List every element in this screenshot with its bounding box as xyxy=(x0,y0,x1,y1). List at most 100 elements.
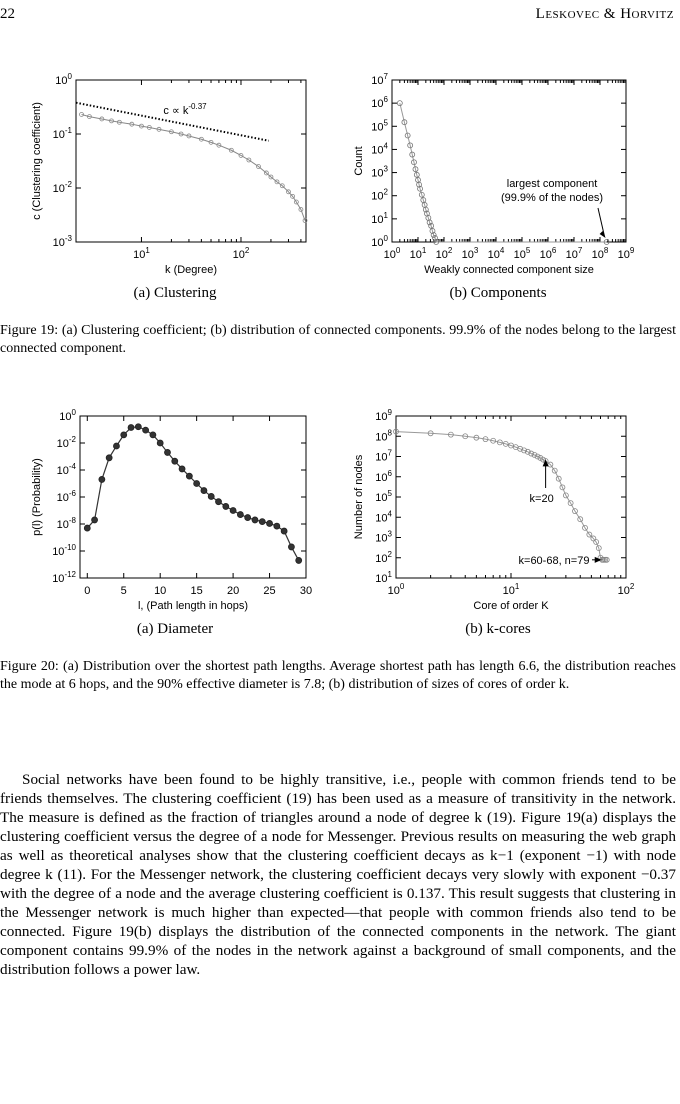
data-point xyxy=(208,139,214,145)
y-tick-label: 10-2 xyxy=(57,435,77,450)
x-tick-label: 10 xyxy=(154,585,166,597)
data-point xyxy=(207,493,215,500)
data-point xyxy=(590,535,597,542)
data-point xyxy=(482,436,489,443)
data-point xyxy=(164,449,171,456)
series-line xyxy=(399,103,607,243)
figure20-caption: Figure 20: (a) Distribution over the sho… xyxy=(0,659,676,692)
data-point xyxy=(429,228,436,234)
data-point xyxy=(129,121,135,127)
data-point xyxy=(236,511,244,518)
data-point xyxy=(139,123,144,129)
data-point xyxy=(412,166,419,173)
data-point xyxy=(258,518,266,526)
data-point xyxy=(302,218,308,223)
data-point xyxy=(447,431,454,438)
x-tick-label: 5 xyxy=(121,585,127,597)
x-tick-label: 108 xyxy=(592,246,609,261)
y-axis-label: c (Clustering coefficient) xyxy=(31,102,43,220)
data-point xyxy=(551,467,558,474)
data-point xyxy=(559,484,566,491)
figure19b-subcaption: (b) Components xyxy=(449,285,547,301)
data-point xyxy=(430,232,437,238)
data-point xyxy=(149,431,157,439)
data-point xyxy=(280,527,288,535)
data-point xyxy=(562,492,569,499)
data-point xyxy=(215,498,222,506)
data-point xyxy=(142,426,150,434)
x-tick-label: 102 xyxy=(233,246,250,261)
data-point xyxy=(567,500,574,506)
data-point xyxy=(98,476,106,483)
data-point xyxy=(547,461,554,468)
y-tick-label: 100 xyxy=(371,234,388,249)
plot-frame xyxy=(75,79,307,243)
data-point xyxy=(396,100,403,107)
data-point xyxy=(273,522,281,530)
body-text: Social networks have been found to be hi… xyxy=(0,771,676,978)
data-point xyxy=(87,114,92,120)
y-tick-label: 10-4 xyxy=(57,462,77,477)
x-axis-label: k (Degree) xyxy=(165,264,217,276)
x-axis-label: Weakly connected component size xyxy=(424,264,594,276)
x-tick-label: 101 xyxy=(410,246,427,261)
y-tick-label: 104 xyxy=(375,509,392,524)
x-tick-label: 102 xyxy=(618,582,635,597)
y-tick-label: 106 xyxy=(371,95,388,110)
data-point xyxy=(116,119,122,125)
data-point xyxy=(288,543,295,551)
data-point xyxy=(555,475,562,482)
clustering-chart: 101 102 10-3 10-2 10-1 100 k (Degree) c (Cluste… xyxy=(31,72,308,276)
data-point xyxy=(238,153,244,158)
data-point xyxy=(216,142,222,148)
data-point xyxy=(286,189,291,195)
y-axis-label: p(l) (Probability) xyxy=(31,458,43,536)
data-point xyxy=(577,516,584,523)
data-point xyxy=(256,164,261,169)
y-tick-label: 106 xyxy=(375,469,392,484)
y-tick-label: 105 xyxy=(371,118,388,133)
data-point xyxy=(156,439,164,447)
diameter-chart: 0 5 10 15 20 25 30 10-12 10-10 10-8 10-6 10-4 10-2 10… xyxy=(31,408,312,612)
data-point xyxy=(432,235,438,241)
y-tick-label: 103 xyxy=(371,165,388,180)
data-point xyxy=(99,116,105,122)
x-tick-label: 30 xyxy=(300,585,312,597)
data-point xyxy=(407,142,414,149)
data-point xyxy=(426,219,433,226)
data-point xyxy=(603,556,610,563)
x-tick-label: 107 xyxy=(566,246,583,261)
x-tick-label: 109 xyxy=(618,246,635,261)
k20-annotation: k=20 xyxy=(530,493,554,505)
y-tick-label: 101 xyxy=(371,211,388,226)
data-point xyxy=(228,147,234,153)
data-point xyxy=(109,118,114,124)
y-tick-label: 109 xyxy=(375,408,392,423)
data-point xyxy=(418,191,425,198)
fit-annotation: c ∝ k-0.37 xyxy=(163,102,207,117)
data-point xyxy=(411,159,417,166)
data-point xyxy=(462,433,469,440)
y-tick-label: 10-12 xyxy=(52,570,76,585)
page-number: 22 xyxy=(0,6,15,22)
series-line xyxy=(395,431,607,561)
data-point xyxy=(595,545,602,551)
y-tick-label: 10-10 xyxy=(52,543,76,558)
data-point xyxy=(229,507,237,514)
fit-line xyxy=(75,101,269,142)
annotation-arrowhead xyxy=(599,231,606,238)
running-title: Leskovec & Horvitz xyxy=(535,6,674,22)
y-tick-label: 105 xyxy=(375,489,392,504)
data-point xyxy=(134,423,142,431)
data-point xyxy=(531,451,538,458)
x-axis-label: Core of order K xyxy=(473,600,549,612)
plot-frame xyxy=(391,79,627,243)
data-point xyxy=(422,206,429,213)
annotation-arrow xyxy=(597,207,606,238)
data-point xyxy=(473,434,480,441)
data-point xyxy=(433,239,440,245)
y-tick-label: 107 xyxy=(375,449,392,464)
data-point xyxy=(83,524,91,532)
x-tick-label: 102 xyxy=(436,246,453,261)
y-tick-label: 10-3 xyxy=(53,234,73,249)
